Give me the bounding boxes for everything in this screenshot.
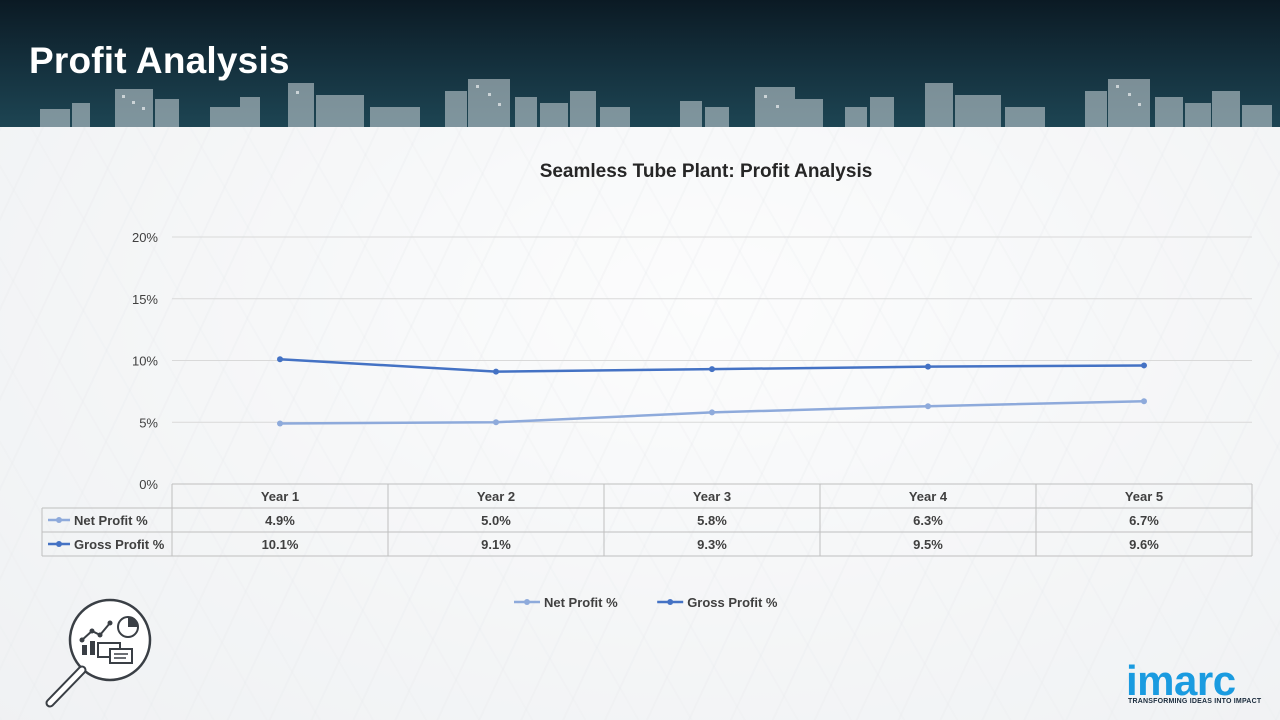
- y-tick-label: 20%: [132, 230, 158, 245]
- data-point: [709, 366, 715, 373]
- background-overlay: [0, 127, 1280, 720]
- y-tick-label: 5%: [139, 415, 158, 430]
- data-label: 9.1%: [481, 537, 511, 552]
- data-point: [1141, 398, 1147, 405]
- y-tick-label: 0%: [139, 477, 158, 492]
- table-legend-marker: [56, 517, 62, 523]
- x-tick-label: Year 5: [1125, 489, 1163, 504]
- analysis-magnifier-icon: [45, 598, 152, 708]
- data-point: [925, 403, 931, 410]
- page-title: Profit Analysis: [29, 40, 290, 81]
- legend-marker: [667, 599, 674, 605]
- table-series-name: Gross Profit %: [74, 537, 165, 552]
- data-label: 4.9%: [265, 513, 295, 528]
- data-label: 9.5%: [913, 537, 943, 552]
- x-tick-label: Year 1: [261, 489, 299, 504]
- data-point: [1141, 362, 1147, 369]
- header-banner: Profit Analysis: [0, 0, 1280, 127]
- city-skyline-icon: [40, 79, 1272, 127]
- data-label: 10.1%: [262, 537, 299, 552]
- logo-tagline: TRANSFORMING IDEAS INTO IMPACT: [1128, 698, 1262, 705]
- legend-label: Net Profit %: [544, 595, 618, 610]
- table-series-name: Net Profit %: [74, 513, 148, 528]
- x-tick-label: Year 4: [909, 489, 948, 504]
- legend-label: Gross Profit %: [687, 595, 778, 610]
- data-point: [277, 356, 283, 363]
- logo-wordmark: imarc: [1126, 657, 1236, 704]
- data-table: Year 1 Year 2 Year 3 Year 4 Year 5 Net Profit…: [41, 483, 1253, 557]
- data-point: [709, 409, 715, 416]
- imarc-logo: imarc TRANSFORMING IDEAS INTO IMPACT: [1120, 650, 1270, 710]
- data-label: 6.3%: [913, 513, 943, 528]
- profit-line-chart: Seamless Tube Plant: Profit Analysis 0% 5…: [41, 161, 1253, 610]
- x-tick-label: Year 3: [693, 489, 731, 504]
- gridlines: [172, 236, 1252, 423]
- data-point: [493, 419, 499, 426]
- data-label: 6.7%: [1129, 513, 1159, 528]
- data-point: [277, 420, 283, 427]
- data-point: [925, 363, 931, 370]
- data-label: 5.8%: [697, 513, 727, 528]
- y-tick-label: 15%: [132, 292, 158, 307]
- chart-legend: Net Profit % Gross Profit %: [514, 595, 778, 610]
- legend-marker: [524, 599, 530, 605]
- x-tick-label: Year 2: [477, 489, 515, 504]
- data-label: 9.6%: [1129, 537, 1159, 552]
- data-label: 5.0%: [481, 513, 511, 528]
- series-lines: [277, 356, 1147, 427]
- data-label: 9.3%: [697, 537, 727, 552]
- chart-title: Seamless Tube Plant: Profit Analysis: [540, 161, 873, 182]
- y-tick-label: 10%: [132, 354, 158, 369]
- y-axis: 0% 5% 10% 15% 20%: [132, 230, 158, 492]
- data-point: [493, 368, 499, 375]
- table-legend-marker: [56, 541, 62, 547]
